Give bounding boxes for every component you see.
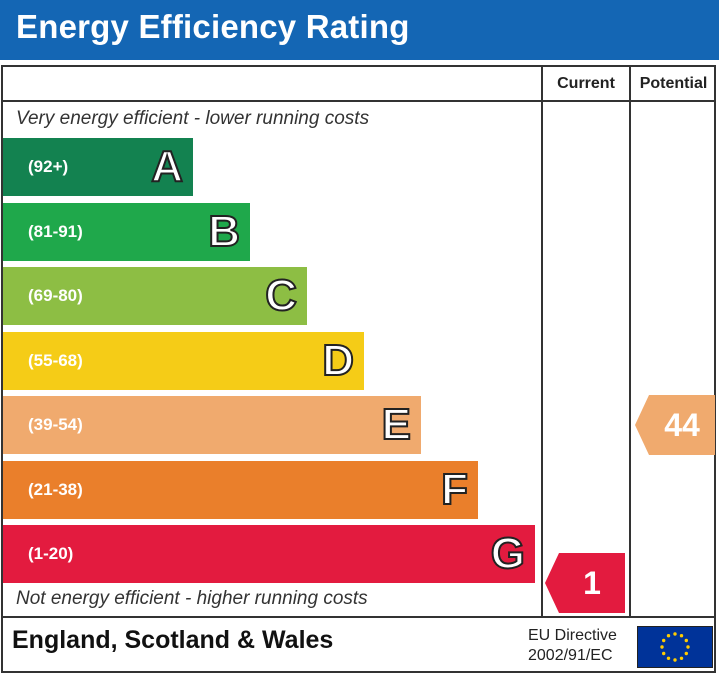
band-range-label: (81-91) xyxy=(28,222,83,241)
star-icon xyxy=(686,645,690,649)
eu-directive-line2: 2002/91/EC xyxy=(528,647,613,664)
star-icon xyxy=(660,645,664,649)
eu-flag-icon xyxy=(637,626,713,668)
band-letter: F xyxy=(440,464,469,515)
star-icon xyxy=(662,638,666,643)
column-header-divider xyxy=(1,100,716,102)
band-letter: D xyxy=(321,335,355,386)
current-rating-arrow: 1 xyxy=(545,553,625,613)
band-range-label: (55-68) xyxy=(28,351,83,370)
current-rating-value: 1 xyxy=(583,565,601,601)
footer-divider xyxy=(1,616,716,618)
eu-directive-line1: EU Directive xyxy=(528,627,617,644)
band-letter: A xyxy=(150,141,184,192)
star-icon xyxy=(684,638,688,643)
band-a: (92+) A xyxy=(3,138,193,196)
band-letter: C xyxy=(264,270,298,321)
band-letter: E xyxy=(381,399,412,450)
band-range-label: (21-38) xyxy=(28,480,83,499)
star-icon xyxy=(679,656,684,660)
header-bar: Energy Efficiency Rating xyxy=(0,0,719,60)
band-range-label: (92+) xyxy=(28,157,69,176)
band-f: (21-38) F xyxy=(3,461,478,519)
potential-column-left-divider xyxy=(629,65,631,618)
eu-directive: EU Directive 2002/91/EC xyxy=(528,626,617,666)
rating-frame xyxy=(1,65,716,673)
eu-flag-stars xyxy=(660,632,690,662)
current-arrow-shape xyxy=(545,553,625,613)
potential-arrow-shape xyxy=(635,395,715,455)
star-icon xyxy=(666,656,671,660)
current-column-header: Current xyxy=(557,75,615,92)
star-icon xyxy=(666,634,671,638)
band-g: (1-20) G xyxy=(3,525,535,583)
region-label: England, Scotland & Wales xyxy=(12,626,334,654)
band-letter: B xyxy=(207,206,241,257)
star-icon xyxy=(673,632,677,636)
potential-column-header: Potential xyxy=(639,75,708,92)
potential-rating-value: 44 xyxy=(664,407,700,443)
band-range-label: (1-20) xyxy=(28,544,74,563)
caption-efficient: Very energy efficient - lower running co… xyxy=(16,108,370,129)
band-e: (39-54) E xyxy=(3,396,421,454)
band-letter: G xyxy=(490,528,526,579)
star-icon xyxy=(679,634,684,638)
band-b: (81-91) B xyxy=(3,203,250,261)
star-icon xyxy=(684,651,688,656)
potential-rating-arrow: 44 xyxy=(635,395,715,455)
current-column-left-divider xyxy=(541,65,543,618)
band-c: (69-80) C xyxy=(3,267,307,325)
band-range-label: (39-54) xyxy=(28,415,83,434)
band-d: (55-68) D xyxy=(3,332,364,390)
band-range-label: (69-80) xyxy=(28,286,83,305)
page-title: Energy Efficiency Rating xyxy=(16,8,410,45)
star-icon xyxy=(662,651,666,656)
caption-inefficient: Not energy efficient - higher running co… xyxy=(16,588,368,609)
star-icon xyxy=(673,658,677,662)
